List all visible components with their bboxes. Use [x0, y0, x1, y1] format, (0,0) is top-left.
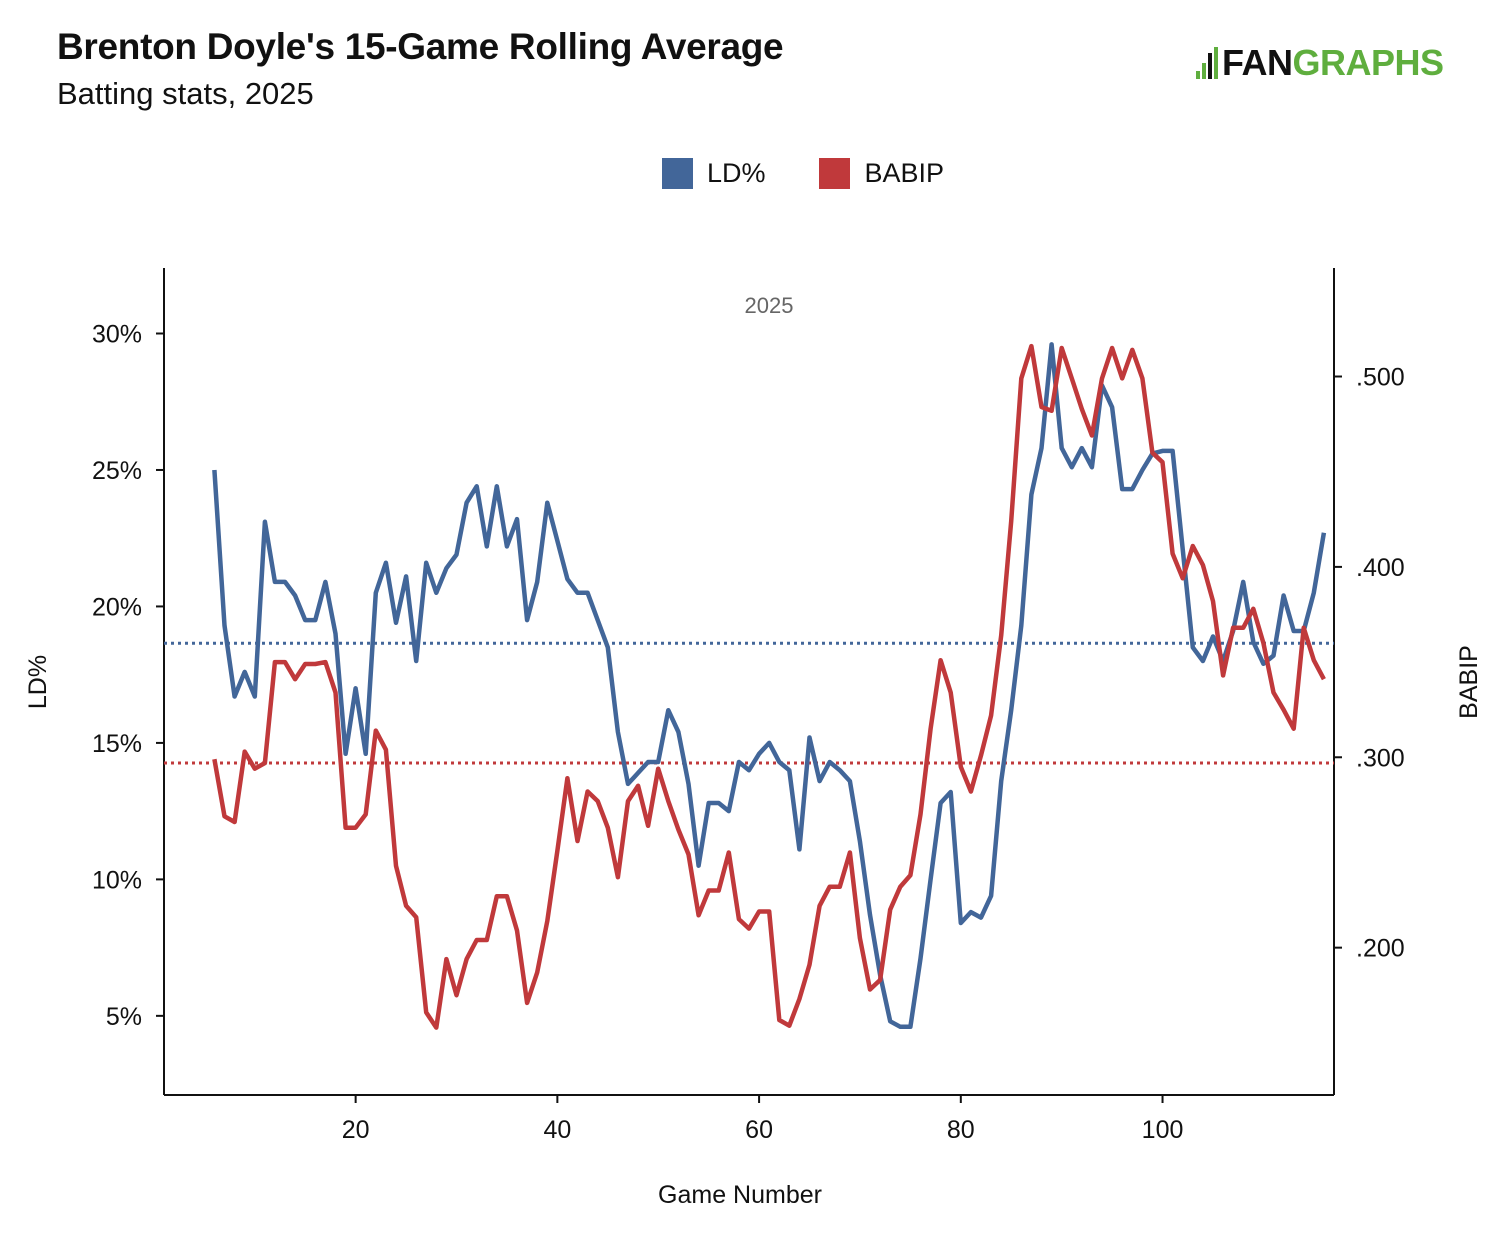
logo-bars-icon [1196, 47, 1218, 79]
y-tick-label-left: 15% [92, 730, 142, 758]
y-tick-label-left: 25% [92, 457, 142, 485]
y-tick-label-left: 10% [92, 866, 142, 894]
x-tick-label: 100 [1142, 1116, 1184, 1144]
series-line-babip [212, 343, 1326, 1030]
x-tick-label: 40 [543, 1116, 571, 1144]
legend-item-babip: BABIP [819, 158, 944, 189]
y-tick-label-right: .400 [1356, 554, 1405, 582]
panel-label: 2025 [745, 293, 794, 318]
x-tick-label: 20 [342, 1116, 370, 1144]
y-tick-label-right: .500 [1356, 364, 1405, 392]
logo-text-graphs: GRAPHS [1292, 42, 1445, 83]
legend-item-ld: LD% [661, 158, 766, 189]
y-tick-label-left: 20% [92, 593, 142, 621]
y-tick-label-left: 5% [106, 1003, 142, 1031]
legend-label-babip: BABIP [864, 158, 945, 188]
y-tick-label-left: 30% [92, 321, 142, 349]
fangraphs-logo: FAN GRAPHS [1196, 42, 1444, 84]
y-tick-label-right: .300 [1356, 744, 1405, 772]
chart-title: Brenton Doyle's 15-Game Rolling Average [57, 26, 784, 67]
x-tick-label: 60 [745, 1116, 773, 1144]
y-tick-label-right: .200 [1356, 935, 1405, 963]
y-axis-label-left: LD% [24, 655, 52, 709]
y-axis-label-right: BABIP [1455, 645, 1483, 719]
legend-swatch-ld [661, 158, 693, 189]
chart-subtitle: Batting stats, 2025 [57, 76, 314, 111]
legend: LD% BABIP [0, 158, 1506, 189]
x-tick-label: 80 [947, 1116, 975, 1144]
logo-text-fan: FAN [1222, 42, 1293, 83]
legend-label-ld: LD% [706, 158, 766, 188]
legend-swatch-babip [819, 158, 851, 189]
series-line-ld [212, 342, 1327, 1030]
x-axis-label: Game Number [658, 1181, 822, 1209]
